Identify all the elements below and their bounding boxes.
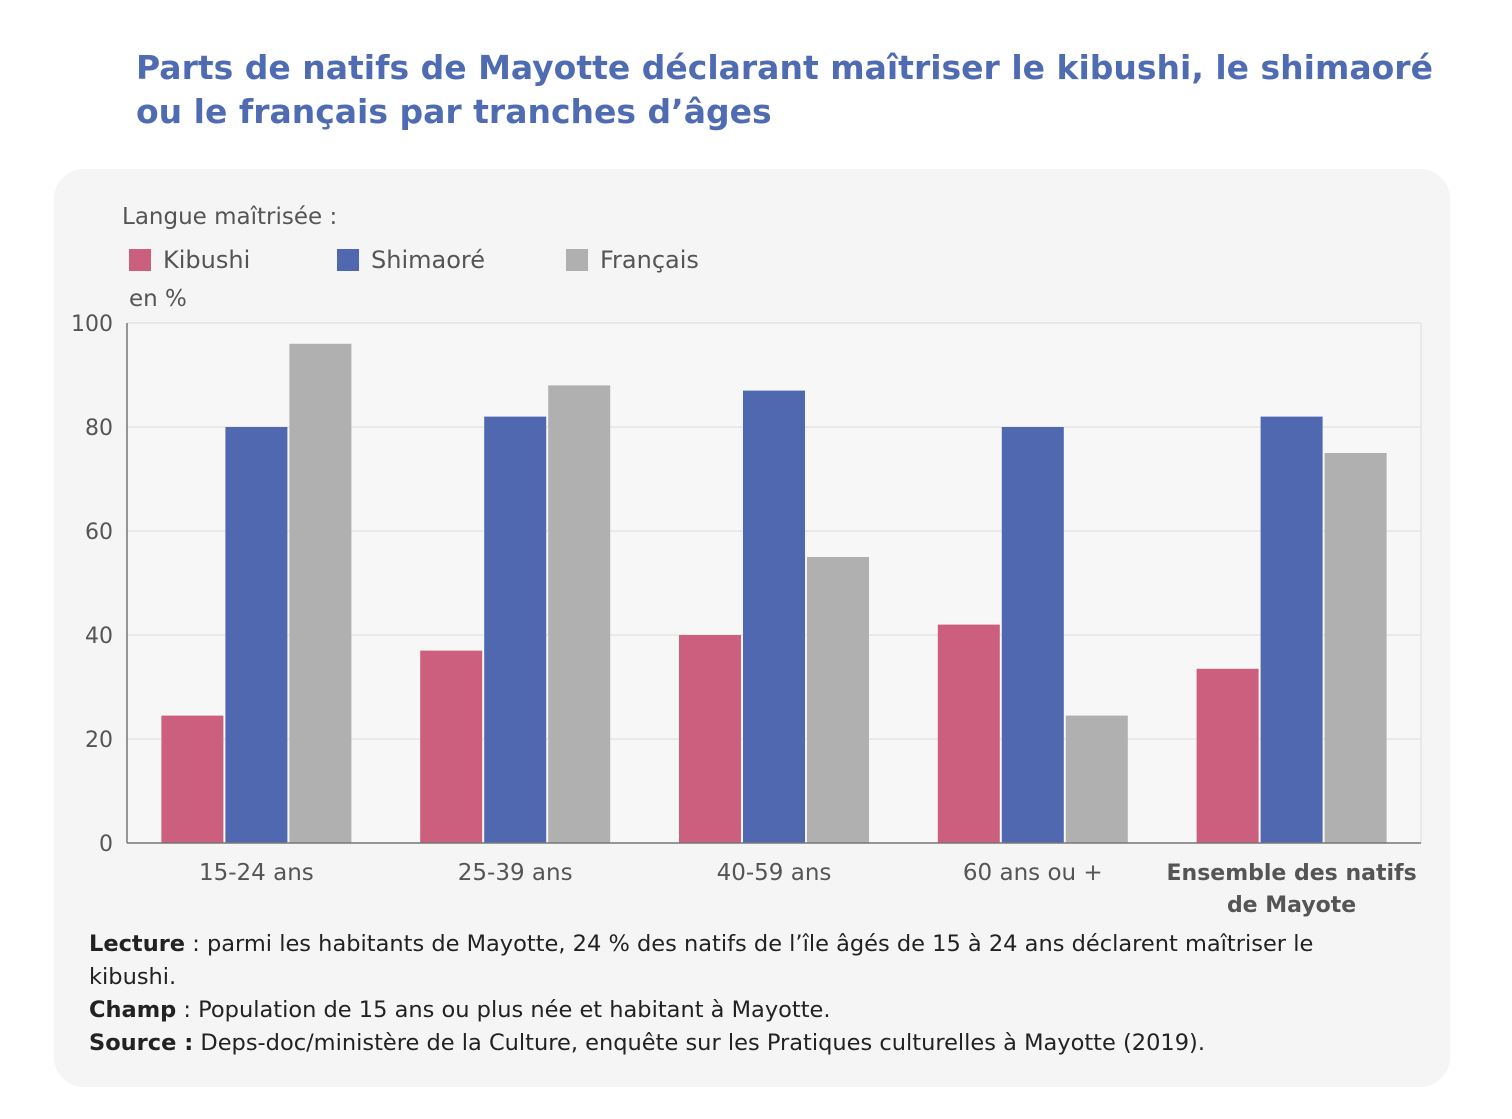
bar-shimaore bbox=[1001, 427, 1064, 843]
bar-kibushi bbox=[420, 650, 483, 843]
bar-francais bbox=[548, 385, 611, 843]
bar-kibushi bbox=[937, 624, 1000, 843]
note-champ: Champ : Population de 15 ans ou plus née… bbox=[89, 994, 1389, 1027]
y-tick-label: 80 bbox=[85, 416, 113, 441]
note-source: Source : Deps-doc/ministère de la Cultur… bbox=[89, 1027, 1389, 1060]
chart-title: Parts de natifs de Mayotte déclarant maî… bbox=[136, 46, 1456, 134]
y-tick-label: 40 bbox=[85, 624, 113, 649]
legend-item-kibushi: Kibushi bbox=[129, 246, 250, 274]
x-tick-label: de Mayote bbox=[1227, 893, 1356, 918]
bar-kibushi bbox=[1196, 668, 1259, 843]
legend-swatch-kibushi bbox=[129, 249, 151, 271]
legend-item-shimaore: Shimaoré bbox=[337, 246, 485, 274]
chart-title-line-1: Parts de natifs de Mayotte déclarant maî… bbox=[136, 48, 1433, 87]
chart-notes: Lecture : parmi les habitants de Mayotte… bbox=[89, 928, 1389, 1060]
note-lecture-label: Lecture bbox=[89, 931, 186, 957]
bar-francais bbox=[1065, 715, 1128, 843]
bar-kibushi bbox=[679, 635, 741, 843]
y-tick-label: 60 bbox=[85, 520, 113, 545]
y-tick-label: 20 bbox=[85, 728, 113, 753]
bar-shimaore bbox=[225, 427, 288, 843]
x-tick-label: 40-59 ans bbox=[717, 860, 832, 886]
y-tick-label: 100 bbox=[71, 312, 113, 337]
bar-francais bbox=[289, 343, 352, 843]
x-tick-label: 60 ans ou + bbox=[963, 860, 1103, 886]
bar-kibushi bbox=[161, 715, 224, 843]
note-source-label: Source : bbox=[89, 1030, 194, 1056]
note-lecture: Lecture : parmi les habitants de Mayotte… bbox=[89, 928, 1389, 994]
chart-title-line-2: ou le français par tranches d’âges bbox=[136, 92, 772, 131]
y-unit-label: en % bbox=[129, 286, 187, 312]
x-tick-label: 15-24 ans bbox=[199, 860, 314, 886]
bar-shimaore bbox=[743, 390, 805, 843]
note-lecture-text: : parmi les habitants de Mayotte, 24 % d… bbox=[89, 931, 1314, 990]
bar-francais bbox=[807, 557, 869, 843]
legend-item-francais: Français bbox=[566, 246, 699, 274]
x-tick-label: Ensemble des natifs bbox=[1167, 861, 1417, 886]
legend-title: Langue maîtrisée : bbox=[122, 204, 338, 230]
note-source-text: Deps-doc/ministère de la Culture, enquêt… bbox=[193, 1030, 1205, 1056]
x-tick-label: 25-39 ans bbox=[458, 860, 573, 886]
bar-francais bbox=[1324, 453, 1387, 843]
legend-swatch-francais bbox=[566, 249, 588, 271]
legend-label-shimaore: Shimaoré bbox=[371, 246, 485, 274]
bar-shimaore bbox=[484, 416, 547, 843]
note-champ-label: Champ bbox=[89, 997, 177, 1023]
note-champ-text: : Population de 15 ans ou plus née et ha… bbox=[176, 997, 831, 1023]
bar-shimaore bbox=[1260, 416, 1323, 843]
legend-label-kibushi: Kibushi bbox=[163, 246, 251, 274]
legend-label-francais: Français bbox=[600, 246, 699, 274]
legend-swatch-shimaore bbox=[337, 249, 359, 271]
y-tick-label: 0 bbox=[99, 832, 113, 857]
